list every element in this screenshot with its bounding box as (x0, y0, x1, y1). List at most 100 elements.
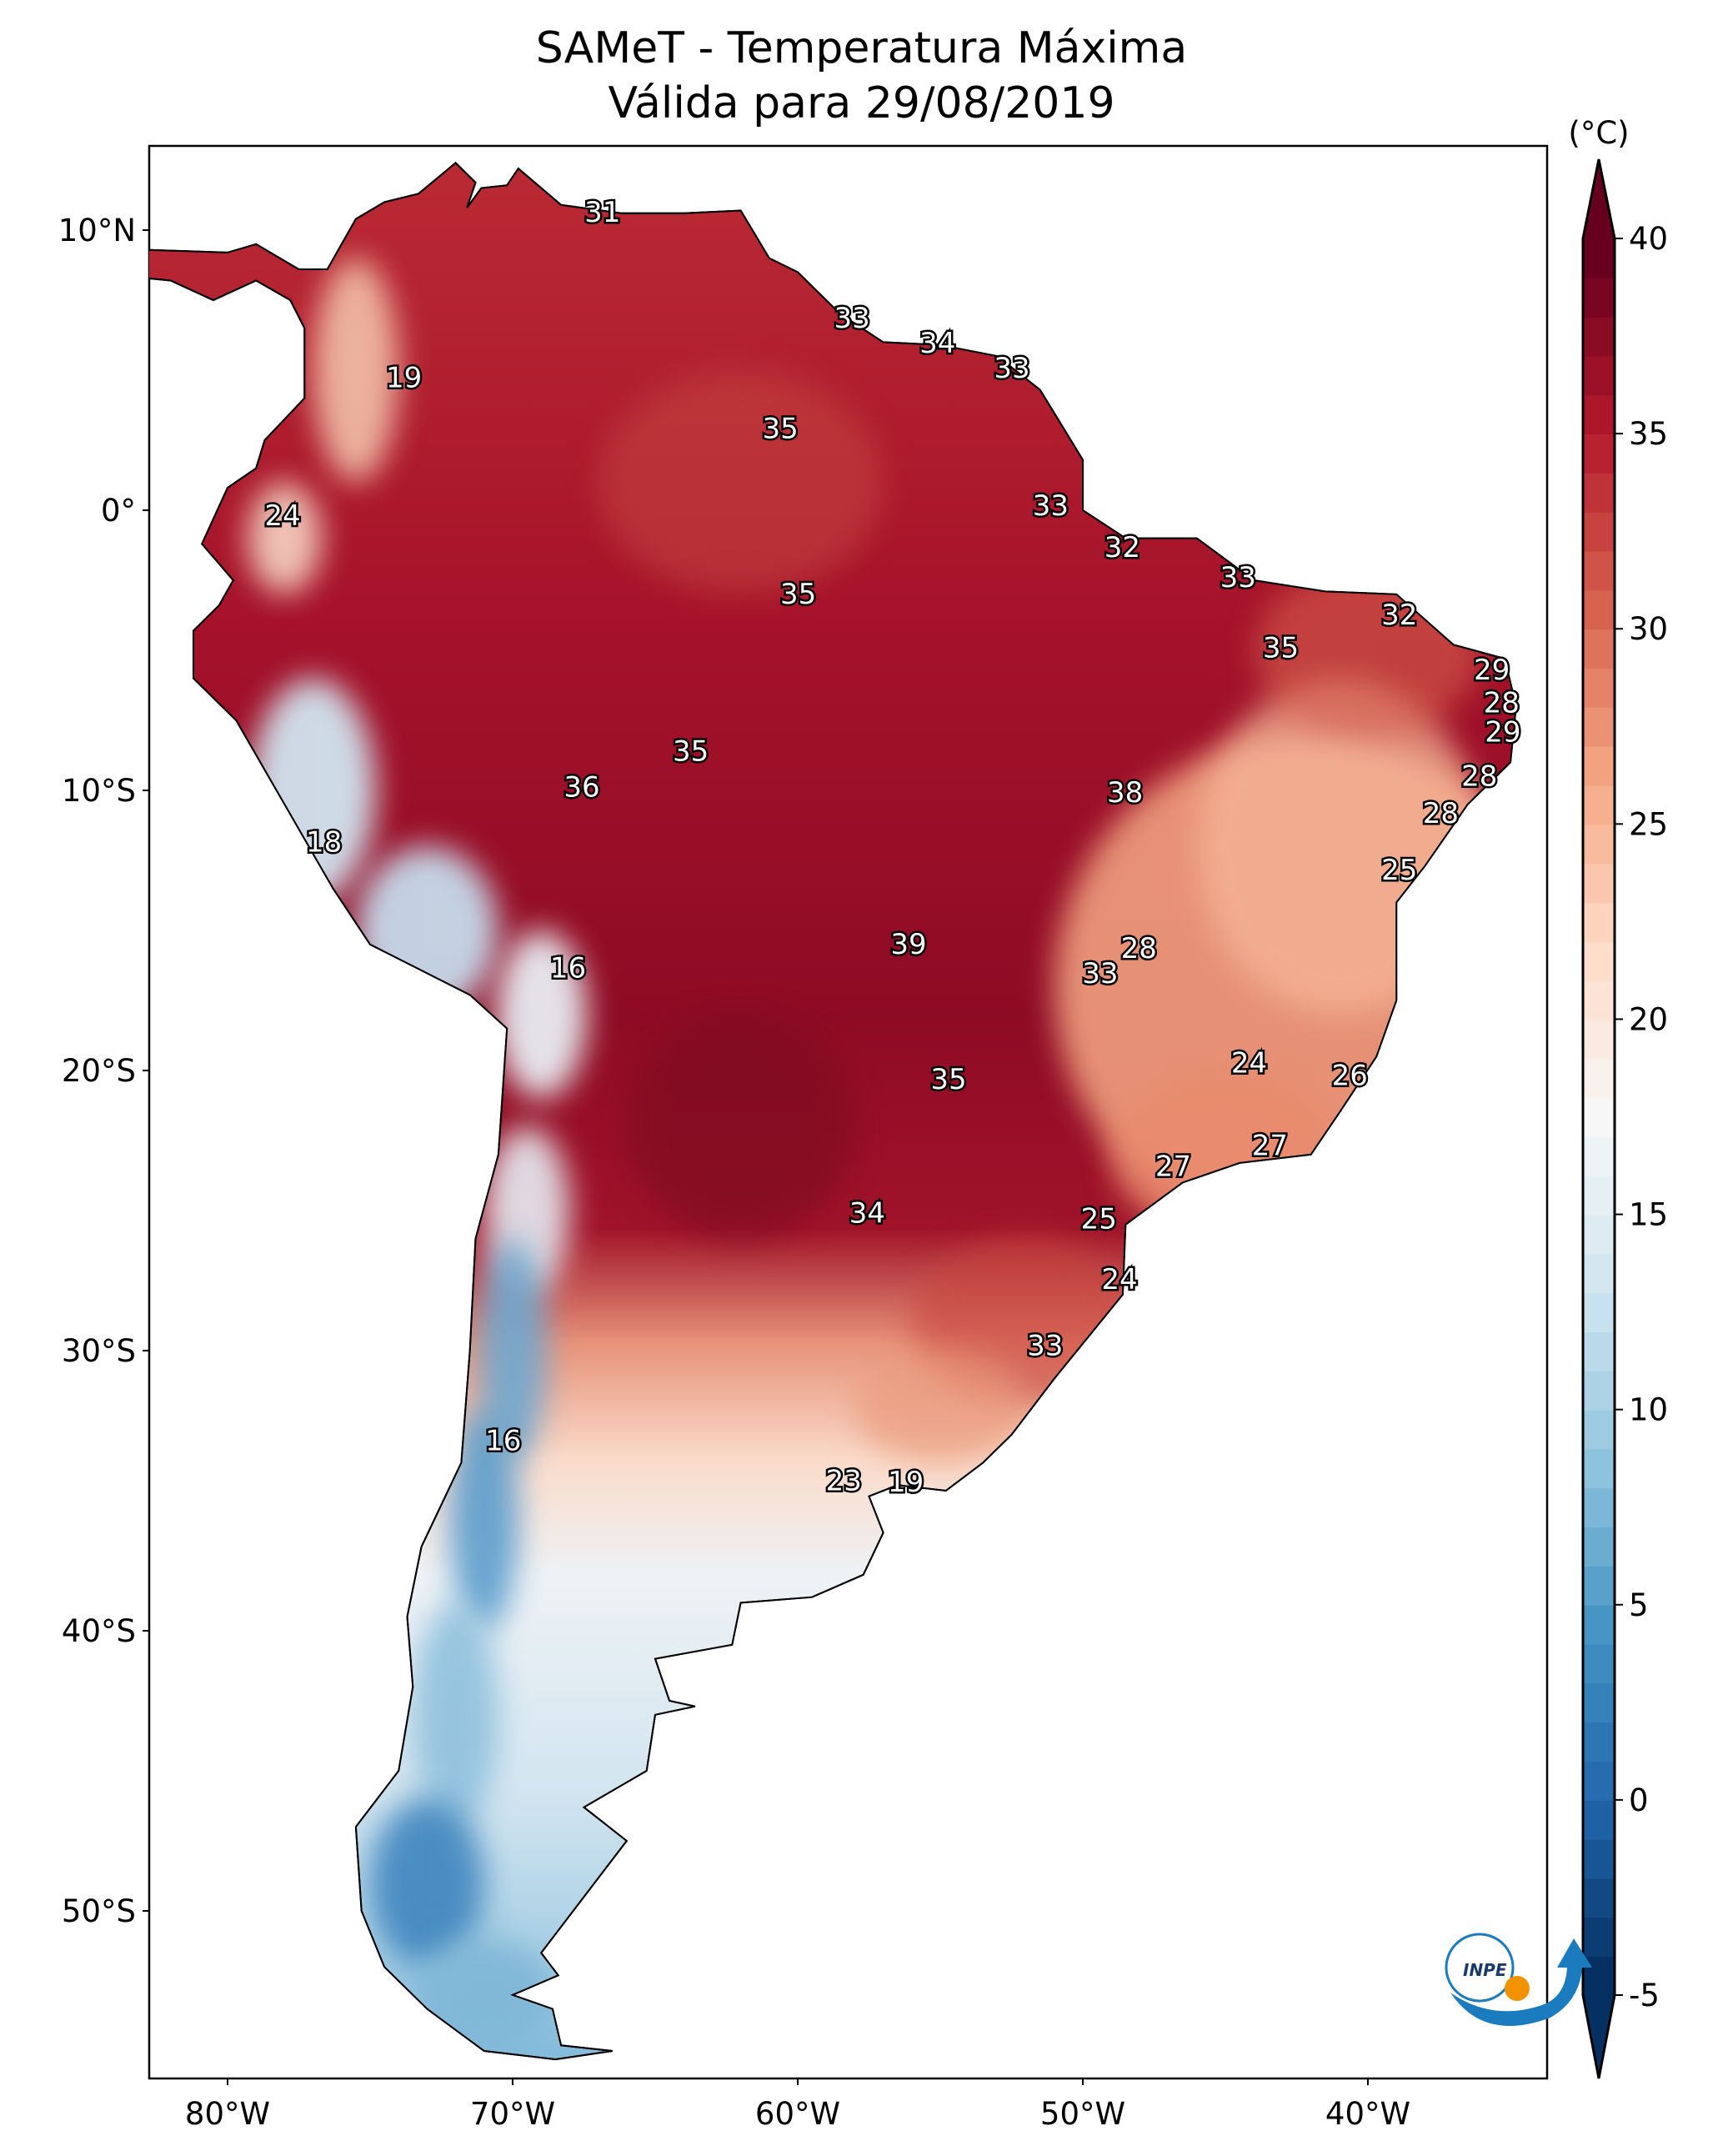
colorbar-tick-label: 10 (1629, 1392, 1668, 1428)
colorbar-segment (1583, 668, 1615, 708)
colorbar-segment (1583, 1682, 1615, 1723)
colorbar-segment (1583, 863, 1615, 903)
colorbar: 40 35 30 25 20 15 10 5 0 -5 (°C) (1568, 115, 1668, 2079)
temperature-label: 16 (485, 1425, 521, 1458)
colorbar-unit: (°C) (1568, 115, 1629, 151)
temperature-label: 33 (994, 352, 1029, 385)
colorbar-tick-label: 15 (1629, 1197, 1668, 1233)
temperature-region (370, 1798, 484, 1968)
colorbar-segment (1583, 1175, 1615, 1216)
lon-tick-label: 60°W (755, 2096, 840, 2132)
colorbar-segment (1583, 1917, 1615, 1958)
temperature-label: 34 (919, 327, 955, 360)
colorbar-segment (1583, 511, 1615, 552)
temperature-label: 38 (1107, 776, 1143, 810)
colorbar-segment (1583, 472, 1615, 513)
temperature-label: 28 (1461, 760, 1497, 793)
temperature-label: 33 (1082, 957, 1118, 990)
temperature-label: 23 (826, 1465, 862, 1498)
colorbar-segment (1583, 706, 1615, 747)
temperature-label: 29 (1474, 654, 1510, 687)
colorbar-segment (1583, 550, 1615, 591)
colorbar-tick-label: 0 (1629, 1782, 1649, 1818)
temperature-label: 39 (890, 928, 926, 961)
lat-tick-label: 20°S (62, 1053, 136, 1089)
colorbar-segment (1583, 1292, 1615, 1333)
lon-tick-label: 80°W (185, 2096, 270, 2132)
colorbar-segment (1583, 824, 1615, 865)
lat-tick-label: 50°S (62, 1893, 136, 1929)
colorbar-segment (1583, 1487, 1615, 1528)
colorbar-segment (1583, 1527, 1615, 1567)
temperature-label: 27 (1252, 1130, 1288, 1163)
temperature-region (313, 258, 399, 483)
temperature-label: 35 (673, 735, 709, 769)
temperature-label: 27 (1155, 1150, 1191, 1183)
colorbar-min-extend (1583, 1995, 1615, 2078)
temperature-label: 36 (563, 771, 599, 805)
temperature-label: 28 (1484, 687, 1520, 720)
temperature-label: 35 (930, 1063, 966, 1096)
colorbar-segment (1583, 1019, 1615, 1060)
colorbar-segment (1583, 940, 1615, 981)
colorbar-segment (1583, 980, 1615, 1020)
temperature-region (598, 370, 884, 594)
colorbar-segment (1583, 1565, 1615, 1606)
colorbar-segment (1583, 1253, 1615, 1294)
temperature-label: 33 (1027, 1329, 1063, 1362)
temperature-label: 33 (1220, 561, 1256, 594)
colorbar-segment (1583, 785, 1615, 825)
lat-tick-label: 30°S (62, 1333, 136, 1369)
lon-tick-label: 70°W (470, 2096, 555, 2132)
lat-tick-label: 0° (101, 493, 136, 529)
colorbar-segment (1583, 1409, 1615, 1450)
temperature-region (854, 1351, 1026, 1463)
lon-tick-label: 50°W (1040, 2096, 1125, 2132)
temperature-region (449, 1406, 518, 1631)
chart-subtitle: Válida para 29/08/2019 (608, 78, 1115, 128)
colorbar-tick-label: 35 (1629, 416, 1668, 452)
colorbar-segment (1583, 1761, 1615, 1801)
temperature-label: 35 (1263, 632, 1299, 665)
lat-tick-label: 10°N (58, 213, 136, 248)
colorbar-segment (1583, 1604, 1615, 1645)
inpe-logo: INPE (1445, 1933, 1592, 2026)
colorbar-max-extend (1583, 159, 1615, 238)
temperature-region (247, 482, 322, 594)
temperature-label: 19 (888, 1466, 924, 1499)
temperature-region (495, 930, 587, 1099)
colorbar-segment (1583, 1722, 1615, 1762)
colorbar-segment (1583, 745, 1615, 786)
colorbar-segment (1583, 629, 1615, 669)
temperature-label: 24 (1231, 1046, 1267, 1080)
colorbar-tick-label: 25 (1629, 806, 1668, 842)
colorbar-segment (1583, 1799, 1615, 1840)
colorbar-segment (1583, 589, 1615, 630)
colorbar-segment (1583, 394, 1615, 435)
temperature-label: 28 (1121, 932, 1157, 965)
temperature-region (478, 1238, 548, 1463)
temperature-label: 26 (1332, 1059, 1368, 1092)
colorbar-segment (1583, 1643, 1615, 1684)
temperature-label: 35 (763, 413, 799, 446)
colorbar-segment (1583, 316, 1615, 357)
temperature-label: 18 (306, 826, 342, 860)
colorbar-tick-label: 30 (1629, 611, 1668, 647)
colorbar-segment (1583, 901, 1615, 942)
lon-tick-label: 40°W (1325, 2096, 1410, 2132)
colorbar-segment (1583, 238, 1615, 278)
colorbar-segment (1583, 1878, 1615, 1918)
temperature-label: 25 (1081, 1202, 1117, 1236)
chart-title: SAMeT - Temperatura Máxima (535, 23, 1188, 73)
colorbar-segment (1583, 355, 1615, 396)
colorbar-segment (1583, 1331, 1615, 1371)
colorbar-tick-label: 20 (1629, 1001, 1668, 1037)
lat-tick-label: 10°S (62, 773, 136, 809)
colorbar-segment (1583, 1214, 1615, 1255)
temperature-label: 28 (1423, 797, 1459, 830)
temperature-label: 33 (834, 302, 870, 335)
colorbar-segment (1583, 434, 1615, 474)
lat-tick-label: 40°S (62, 1613, 136, 1649)
temperature-region (626, 1014, 855, 1239)
